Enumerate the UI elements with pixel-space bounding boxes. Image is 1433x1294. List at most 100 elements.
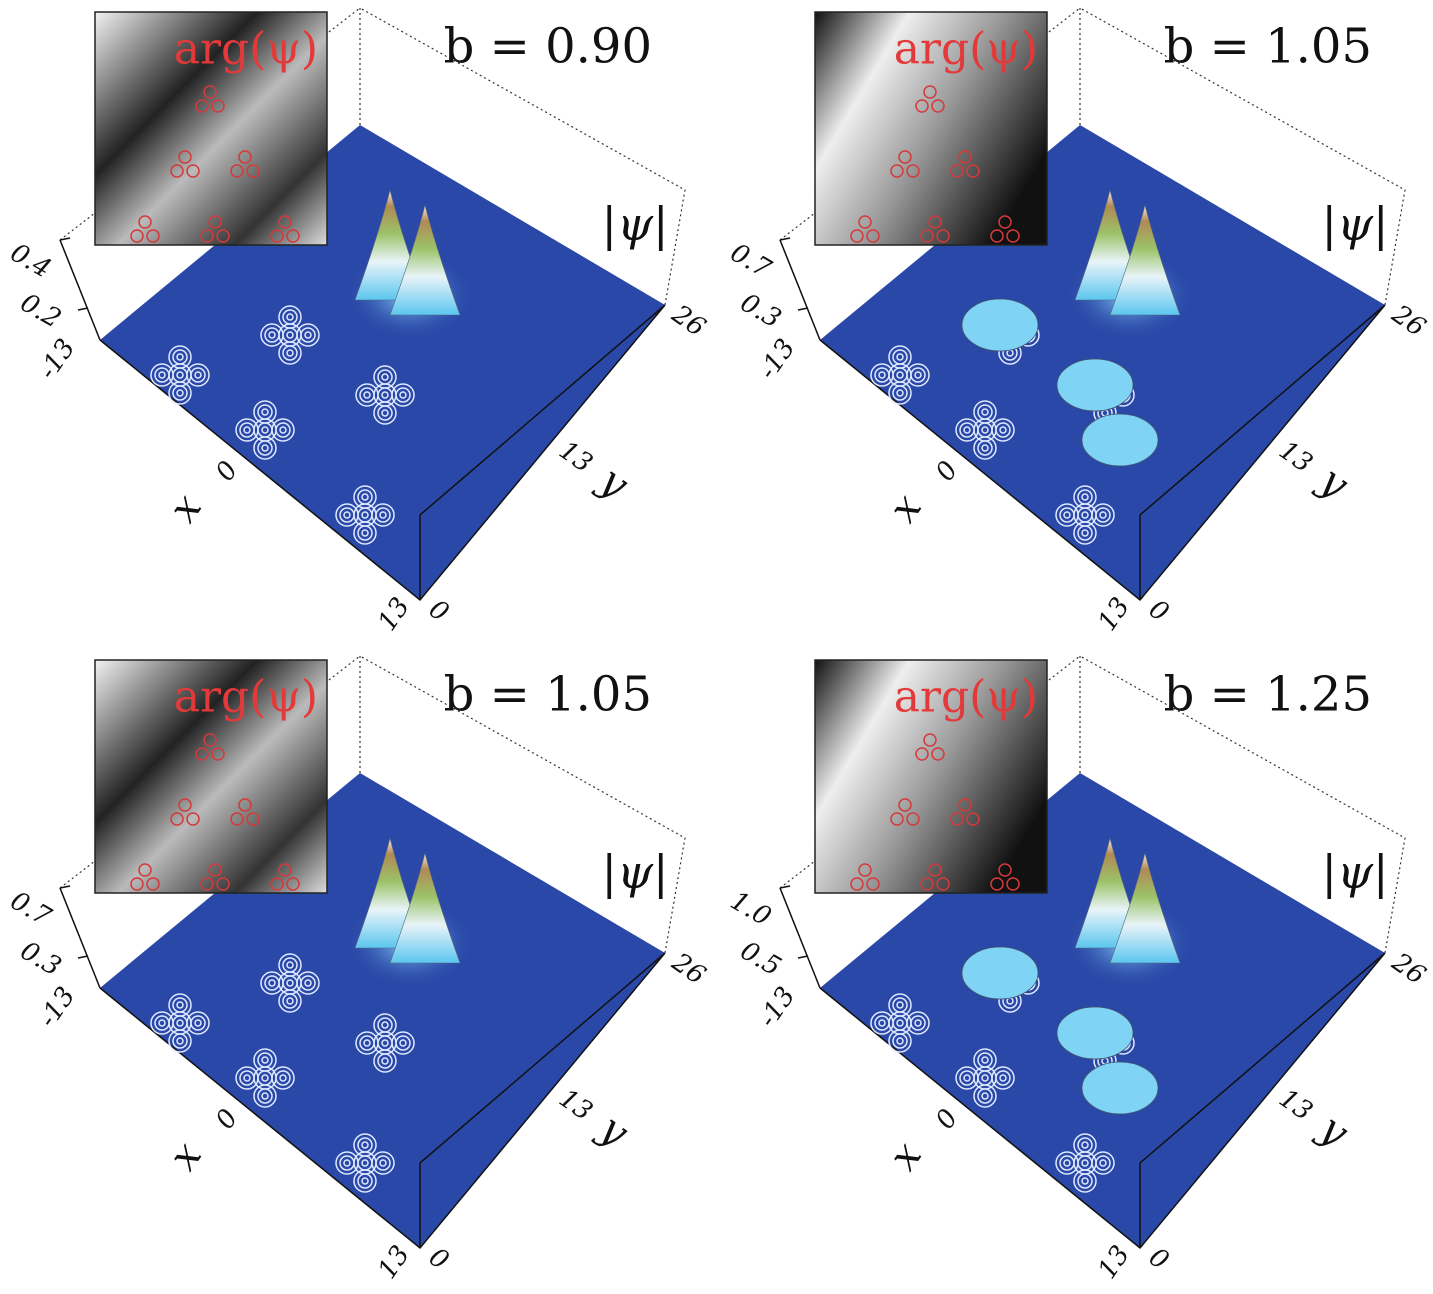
contour	[176, 371, 184, 379]
contour	[973, 1066, 997, 1090]
vortex	[936, 229, 950, 243]
vortex	[138, 863, 152, 877]
contour	[286, 961, 294, 969]
contour	[282, 975, 298, 991]
contour	[268, 331, 276, 339]
box-edge	[99, 952, 666, 1250]
inset: arg(ψ)	[814, 659, 1048, 894]
x-tick-label: -13	[33, 334, 82, 386]
contour	[286, 331, 294, 339]
contour	[286, 313, 294, 321]
contour	[999, 1074, 1007, 1082]
vortex	[230, 164, 244, 178]
contour	[977, 422, 993, 438]
vortex	[906, 164, 920, 178]
contour	[981, 426, 989, 434]
contour	[914, 1019, 922, 1027]
vortex	[246, 812, 260, 826]
title: b = 1.25	[1164, 667, 1372, 723]
vortex	[146, 229, 160, 243]
vortex	[890, 164, 904, 178]
y-tick-label: 0	[1143, 594, 1174, 628]
vortex	[216, 877, 230, 891]
vortex	[138, 215, 152, 229]
vortex	[246, 164, 260, 178]
contour	[168, 1011, 192, 1035]
vortex	[216, 229, 230, 243]
blob	[1081, 1061, 1159, 1115]
x-tick-label: -13	[753, 334, 802, 386]
contour	[1081, 529, 1089, 537]
vortex	[990, 877, 1004, 891]
contour	[257, 1070, 273, 1086]
contour	[896, 371, 904, 379]
vortex	[211, 747, 225, 761]
contour	[1073, 1151, 1097, 1175]
y-tick-label: 13	[1273, 1083, 1317, 1127]
vortex	[1006, 877, 1020, 891]
contour	[304, 331, 312, 339]
blob	[961, 946, 1039, 1000]
contour	[253, 418, 277, 442]
contour	[379, 511, 387, 519]
vortex	[208, 863, 222, 877]
x-label: x	[160, 1134, 211, 1179]
contour	[176, 353, 184, 361]
z-label: |ψ|	[601, 197, 668, 251]
x-label: x	[880, 486, 931, 531]
contour	[282, 327, 298, 343]
box-edge	[99, 304, 666, 602]
y-tick-label: 26	[1386, 947, 1431, 991]
x-label: x	[880, 1134, 931, 1179]
inset-image	[814, 659, 1048, 894]
peak	[1109, 852, 1181, 964]
contour	[896, 389, 904, 397]
contour	[1099, 511, 1107, 519]
vortex	[278, 215, 292, 229]
contour	[896, 1037, 904, 1045]
contour	[261, 1074, 269, 1082]
vortex	[858, 215, 872, 229]
y-label: y	[590, 456, 638, 509]
vortex	[931, 99, 945, 113]
contour	[1081, 1177, 1089, 1185]
y-label: y	[590, 1104, 638, 1157]
contour	[168, 363, 192, 387]
x-tick-label: 0	[930, 456, 964, 487]
contour	[379, 1159, 387, 1167]
vortex	[203, 85, 217, 99]
vortex	[186, 812, 200, 826]
x-tick-label: 13	[372, 592, 416, 636]
y-tick-label: 13	[1273, 435, 1317, 479]
vortex	[931, 747, 945, 761]
blob	[1056, 1006, 1134, 1060]
contour	[381, 1039, 389, 1047]
contour	[981, 1074, 989, 1082]
contour	[892, 1015, 908, 1031]
contour	[381, 391, 389, 399]
vortex	[270, 229, 284, 243]
title: b = 0.90	[444, 19, 652, 75]
contour	[361, 493, 369, 501]
vortex	[998, 863, 1012, 877]
vortex	[950, 164, 964, 178]
z-tick-label: 0.5	[735, 936, 786, 983]
vortex	[858, 863, 872, 877]
contour	[361, 529, 369, 537]
contour	[361, 511, 369, 519]
y-label: y	[1310, 456, 1358, 509]
inset: arg(ψ)	[94, 659, 328, 894]
contour	[1073, 503, 1097, 527]
vortex	[998, 215, 1012, 229]
z-tick-label: 1.0	[725, 886, 776, 933]
contour	[963, 426, 971, 434]
vortex	[866, 229, 880, 243]
peak	[389, 204, 461, 316]
z-label: |ψ|	[1321, 845, 1388, 899]
vortex	[936, 877, 950, 891]
contour	[278, 971, 302, 995]
x-label: x	[160, 486, 211, 531]
vortex	[270, 877, 284, 891]
